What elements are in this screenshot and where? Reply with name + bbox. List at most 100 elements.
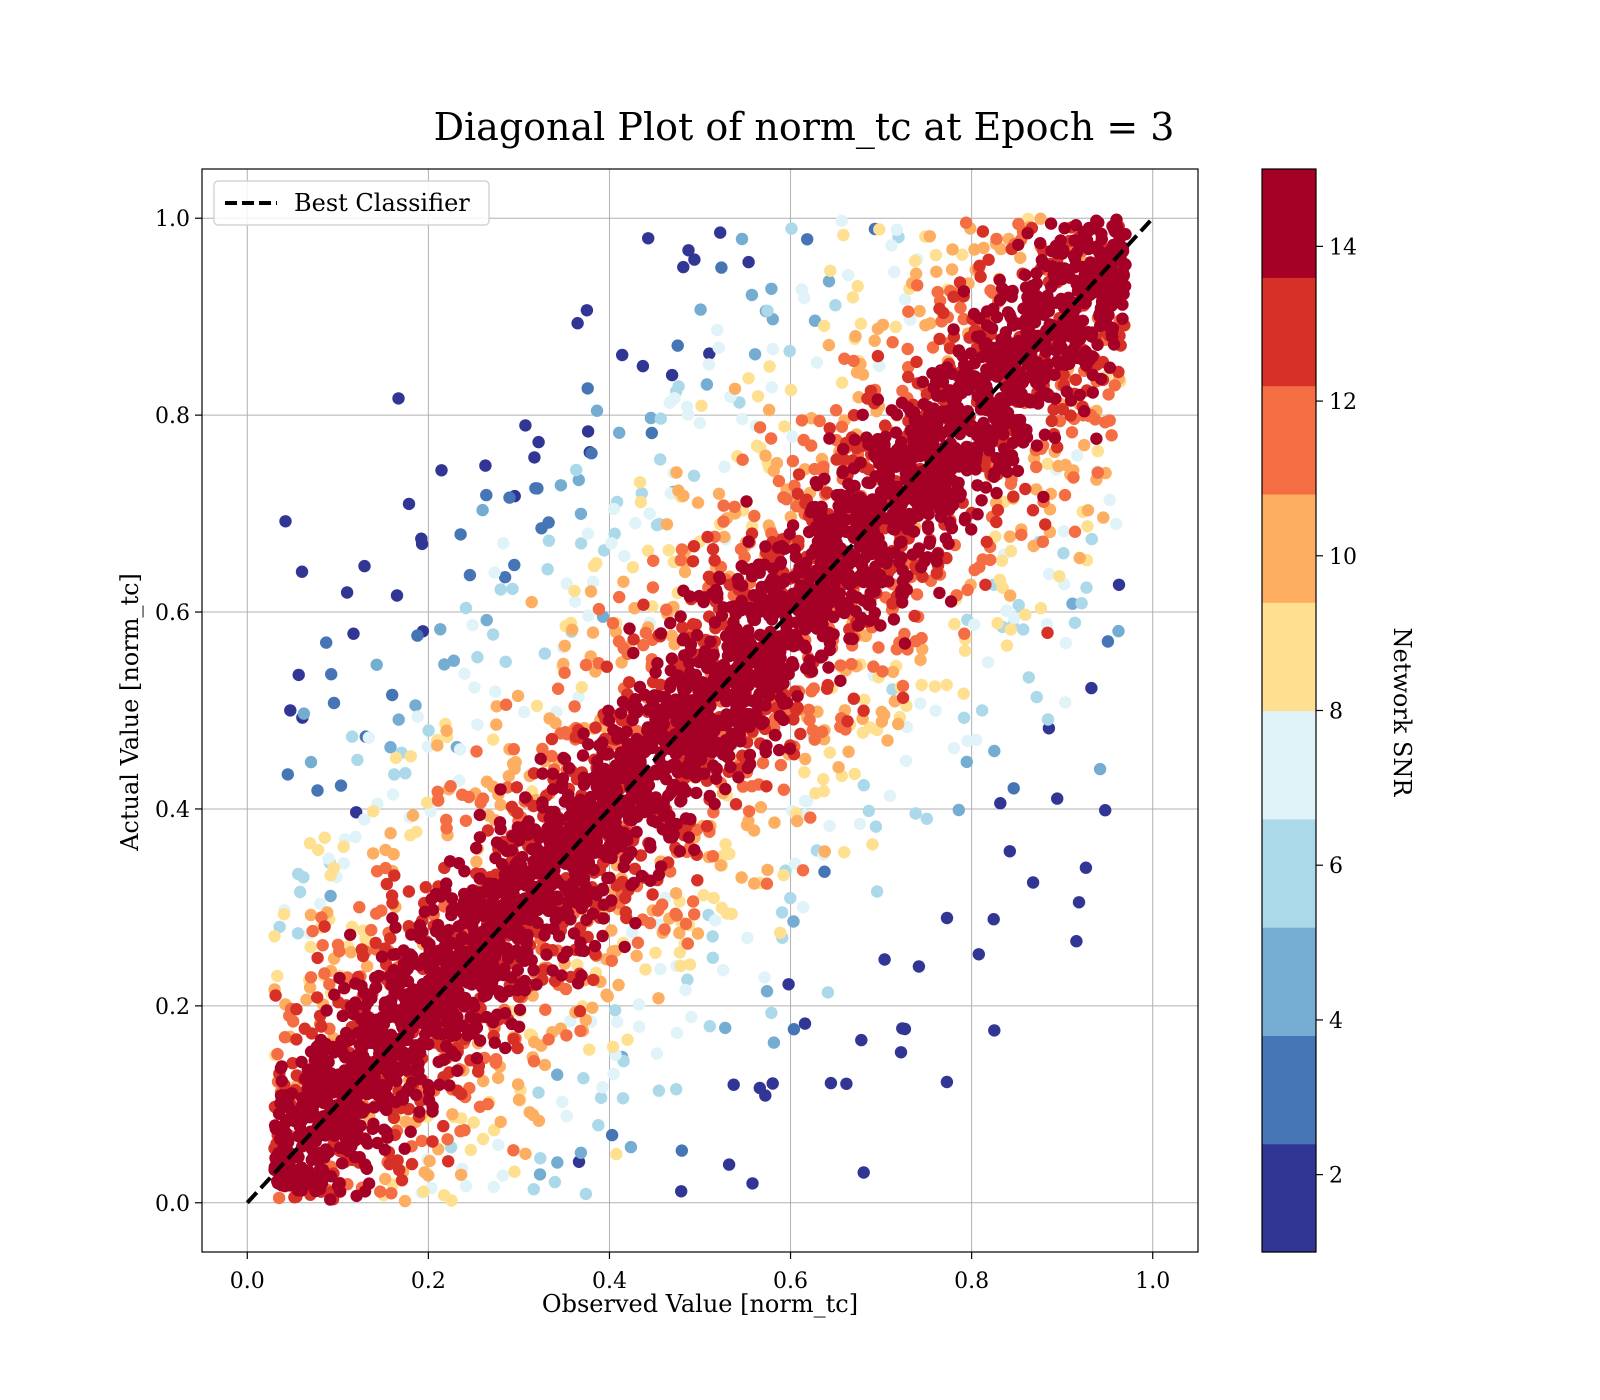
- scatter-point: [601, 990, 614, 1003]
- scatter-point: [767, 1036, 781, 1049]
- scatter-point: [991, 503, 1005, 517]
- scatter-point: [480, 613, 493, 627]
- scatter-point: [1020, 431, 1034, 444]
- scatter-point: [945, 263, 959, 276]
- scatter-point: [786, 656, 799, 669]
- scatter-point: [885, 239, 898, 252]
- scatter-point: [608, 1004, 622, 1017]
- scatter-point: [406, 809, 420, 822]
- scatter-point: [409, 699, 422, 712]
- scatter-point: [538, 1058, 552, 1072]
- scatter-point: [579, 880, 592, 893]
- scatter-point: [525, 595, 538, 609]
- scatter-point: [570, 463, 583, 477]
- scatter-point: [380, 1125, 393, 1138]
- scatter-point: [711, 323, 724, 337]
- scatter-point: [423, 1154, 436, 1168]
- scatter-point: [592, 602, 606, 616]
- scatter-point: [688, 843, 701, 857]
- scatter-point: [474, 904, 488, 917]
- scatter-point: [421, 796, 434, 809]
- scatter-point: [964, 347, 977, 360]
- scatter-point: [931, 547, 944, 561]
- scatter-point: [902, 305, 915, 318]
- scatter-point: [454, 943, 467, 957]
- scatter-point: [677, 260, 690, 274]
- scatter-point: [415, 1134, 429, 1148]
- scatter-point: [821, 986, 835, 999]
- scatter-point: [632, 998, 646, 1011]
- scatter-point: [563, 896, 576, 909]
- scatter-point: [296, 1140, 309, 1153]
- scatter-point: [1067, 471, 1080, 484]
- scatter-point: [681, 400, 694, 413]
- scatter-point: [642, 232, 655, 245]
- scatter-point: [471, 651, 484, 664]
- scatter-point: [786, 454, 800, 468]
- scatter-point: [645, 692, 658, 706]
- scatter-point: [688, 253, 701, 266]
- scatter-point: [690, 786, 703, 800]
- scatter-point: [728, 603, 741, 616]
- scatter-point: [1006, 436, 1020, 450]
- scatter-point: [304, 908, 318, 922]
- scatter-point: [271, 1047, 284, 1061]
- scatter-point: [581, 527, 594, 540]
- scatter-point: [322, 852, 335, 865]
- scatter-point: [682, 831, 695, 844]
- scatter-point: [1078, 405, 1091, 418]
- scatter-point: [1015, 528, 1028, 541]
- scatter-point: [540, 948, 553, 961]
- scatter-point: [838, 352, 851, 365]
- scatter-point: [835, 214, 848, 227]
- scatter-point: [762, 689, 776, 702]
- scatter-point: [316, 1067, 329, 1081]
- scatter-point: [298, 1072, 312, 1085]
- scatter-point: [576, 749, 590, 762]
- scatter-point: [528, 451, 541, 464]
- scatter-point: [413, 1105, 426, 1119]
- scatter-point: [527, 1183, 540, 1196]
- scatter-point: [309, 1184, 322, 1198]
- scatter-point: [575, 681, 588, 694]
- scatter-point: [1067, 309, 1080, 322]
- scatter-point: [862, 804, 875, 818]
- scatter-point: [545, 732, 559, 746]
- scatter-point: [479, 459, 492, 472]
- scatter-point: [574, 1024, 587, 1038]
- scatter-point: [856, 408, 869, 421]
- scatter-point: [533, 1168, 547, 1181]
- scatter-point: [623, 622, 636, 635]
- scatter-point: [765, 282, 778, 295]
- scatter-point: [769, 729, 782, 742]
- scatter-point: [608, 810, 622, 823]
- scatter-point: [597, 912, 610, 925]
- scatter-point: [416, 925, 429, 938]
- scatter-point: [665, 783, 679, 796]
- scatter-point: [709, 772, 723, 785]
- scatter-point: [990, 515, 1003, 529]
- scatter-point: [761, 863, 774, 877]
- scatter-point: [578, 863, 591, 876]
- scatter-point: [691, 732, 705, 745]
- scatter-point: [557, 751, 570, 765]
- scatter-point: [887, 613, 901, 626]
- scatter-point: [980, 535, 993, 549]
- scatter-point: [476, 792, 490, 805]
- scatter-point: [947, 323, 960, 336]
- scatter-point: [886, 336, 899, 349]
- scatter-point: [575, 902, 588, 915]
- scatter-point: [866, 838, 879, 851]
- scatter-point: [636, 359, 650, 373]
- scatter-point: [830, 529, 843, 542]
- scatter-point: [539, 1003, 552, 1016]
- scatter-point: [392, 713, 405, 726]
- scatter-point: [600, 660, 613, 673]
- scatter-point: [318, 831, 331, 844]
- scatter-point: [553, 836, 566, 850]
- scatter-point: [783, 344, 796, 358]
- scatter-point: [1071, 449, 1084, 462]
- scatter-point: [596, 929, 609, 943]
- scatter-point: [920, 464, 934, 477]
- scatter-point: [817, 460, 830, 473]
